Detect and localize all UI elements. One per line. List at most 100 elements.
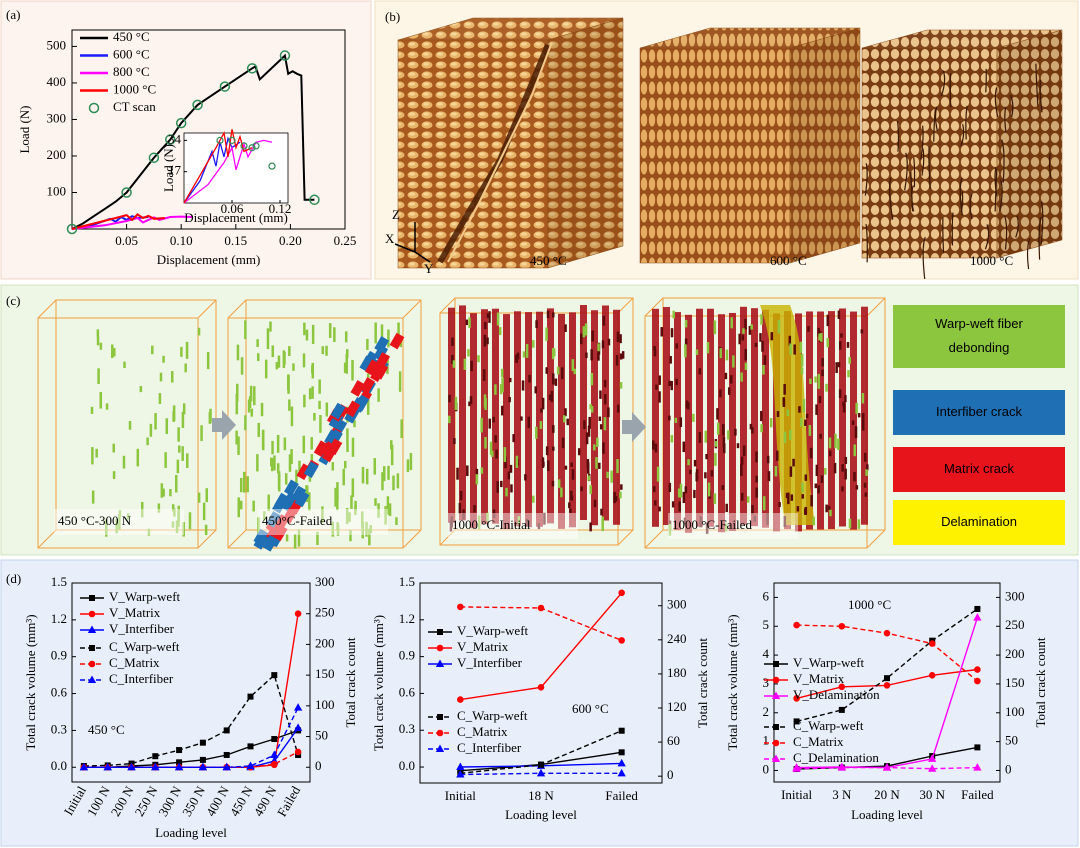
crack-fragment: [534, 426, 538, 439]
crack-fragment: [180, 346, 183, 357]
marker: [883, 629, 891, 637]
crack-fragment: [365, 521, 368, 537]
crack: [984, 224, 990, 250]
y-tick-label: 0.9: [399, 648, 415, 663]
crack-fragment: [237, 436, 240, 455]
crack-fragment: [276, 434, 280, 453]
crack-fragment: [807, 326, 810, 332]
crack-fragment: [252, 500, 255, 512]
crack-fragment: [652, 308, 659, 527]
crack-fragment: [833, 462, 837, 474]
crack-fragment: [860, 329, 864, 334]
y-tick-label: 1.2: [399, 611, 415, 626]
x-tick-label: 18 N: [528, 788, 554, 803]
crack-fragment: [602, 442, 605, 454]
crack-fragment: [788, 429, 792, 441]
crack-fragment: [351, 478, 355, 498]
ct-scan-point: [121, 187, 132, 198]
crack-fragment: [556, 366, 560, 375]
crack-fragment: [782, 399, 786, 407]
crack-fragment: [593, 499, 597, 508]
crack-fragment: [801, 494, 805, 499]
crack-fragment: [489, 441, 493, 455]
crack-fragment: [770, 332, 774, 341]
crack: [994, 167, 998, 197]
crack-fragment: [543, 512, 546, 525]
crack-fragment: [389, 332, 405, 350]
crack-fragment: [561, 367, 564, 380]
crack-fragment: [800, 353, 804, 367]
crack-fragment: [157, 503, 161, 513]
crack-fragment: [674, 312, 681, 531]
crack-fragment: [181, 446, 184, 461]
crack-fragment: [748, 325, 752, 335]
crack-fragment: [369, 525, 372, 534]
marker: [199, 739, 206, 746]
crack-fragment: [848, 518, 852, 529]
marker: [536, 768, 546, 777]
crack-fragment: [291, 485, 307, 503]
crack-fragment: [573, 368, 577, 375]
y-tick-label: 0.0: [399, 758, 415, 773]
crack-fragment: [788, 335, 792, 346]
marker: [176, 747, 183, 754]
crack-fragment: [769, 417, 773, 428]
crack-fragment: [272, 524, 288, 542]
wireframe: [197, 299, 217, 319]
crack-fragment: [406, 459, 410, 473]
crack-fragment: [571, 359, 575, 372]
crack-fragment: [253, 533, 269, 550]
crack-fragment: [176, 459, 180, 474]
y-tick-label: 1.5: [51, 574, 67, 589]
crack-fragment: [171, 521, 175, 528]
crack-fragment: [730, 317, 733, 329]
x-tick-label: 0.15: [224, 233, 247, 248]
crack-fragment: [448, 415, 451, 424]
legend-label: 1000 °C: [113, 81, 156, 96]
crack-fragment: [777, 320, 781, 334]
y-tick-label: 5: [763, 617, 770, 632]
crack-fragment: [698, 368, 702, 375]
crack-fragment: [826, 337, 830, 348]
marker: [174, 762, 184, 771]
series-line: [71, 53, 315, 230]
crack-fragment: [654, 443, 658, 453]
temperature-label: 600 °C: [770, 253, 807, 268]
marker: [247, 743, 254, 750]
legend-box: [893, 390, 1065, 435]
annotation: 1000 °C: [848, 597, 891, 612]
legend-label: V_Matrix: [793, 671, 845, 686]
crack-fragment: [361, 466, 365, 484]
crack-fragment: [205, 488, 208, 503]
crack-fragment: [687, 459, 690, 466]
crack-fragment: [331, 462, 335, 471]
crack-fragment: [672, 310, 675, 319]
crack-fragment: [246, 476, 249, 493]
crack-fragment: [865, 469, 868, 476]
crack-fragment: [331, 521, 335, 537]
crack-fragment: [469, 396, 473, 405]
crack-fragment: [678, 501, 681, 512]
marker: [88, 660, 96, 668]
crack-fragment: [615, 355, 619, 366]
crack-fragment: [762, 309, 769, 528]
crack-fragment: [668, 523, 672, 536]
crack-fragment: [283, 352, 286, 365]
crack-fragment: [589, 485, 592, 494]
crack-fragment: [545, 327, 548, 341]
marker: [79, 762, 89, 771]
crack-fragment: [725, 503, 728, 513]
crack: [1040, 201, 1044, 245]
crack-fragment: [373, 458, 377, 475]
legend-box: [893, 447, 1065, 492]
crack-fragment: [525, 343, 529, 358]
crack-fragment: [684, 338, 688, 345]
crack-fragment: [267, 494, 270, 512]
crack-fragment: [809, 378, 812, 385]
crack-fragment: [669, 356, 672, 364]
crack-fragment: [470, 360, 473, 372]
crack-fragment: [552, 425, 555, 433]
crack-fragment: [653, 486, 656, 493]
crack-fragment: [600, 508, 603, 516]
crack-fragment: [452, 360, 456, 368]
